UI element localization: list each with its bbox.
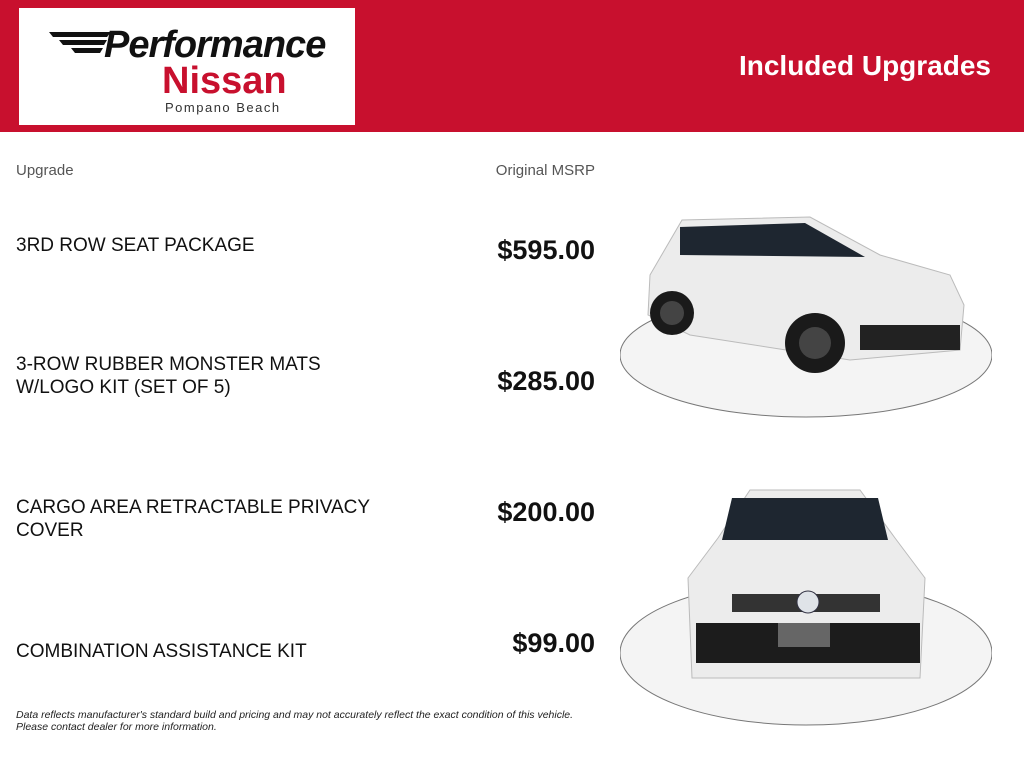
disclaimer: Data reflects manufacturer's standard bu… (16, 709, 574, 733)
upgrade-name: 3RD ROW SEAT PACKAGE (16, 235, 255, 256)
upgrade-price: $200.00 (497, 497, 595, 527)
upgrade-name: CARGO AREA RETRACTABLE PRIVACY COVER (16, 497, 370, 541)
upgrade-name: 3-ROW RUBBER MONSTER MATS W/LOGO KIT (SE… (16, 354, 321, 398)
upgrade-name: COMBINATION ASSISTANCE KIT (16, 641, 307, 662)
column-header-upgrade: Upgrade (16, 162, 74, 179)
speed-lines-icon (49, 32, 111, 53)
upgrade-price: $595.00 (497, 235, 595, 265)
upgrade-price: $285.00 (497, 366, 595, 396)
page-title: Included Upgrades (738, 50, 991, 81)
column-header-msrp: Original MSRP (495, 162, 595, 179)
vehicle-side-image (620, 216, 992, 418)
vehicle-front-image (620, 489, 992, 726)
upgrade-price: $99.00 (512, 628, 595, 658)
header-banner: Performance Nissan Pompano Beach Include… (0, 0, 1024, 132)
dealer-logo: Performance Nissan Pompano Beach (19, 8, 355, 125)
